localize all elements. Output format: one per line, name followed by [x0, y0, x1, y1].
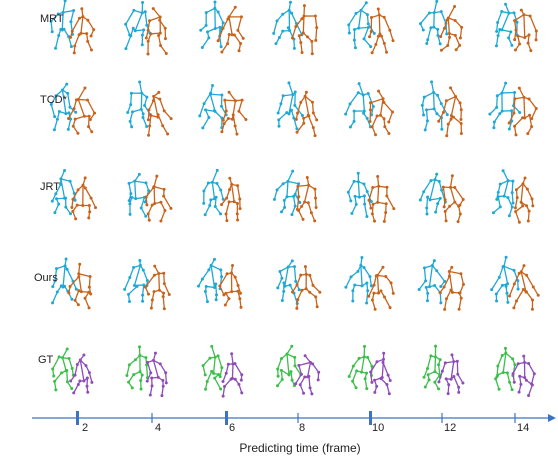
- tick-label-10: 10: [372, 422, 384, 434]
- skeleton-person-b-row1-col1: [146, 90, 173, 137]
- skeleton-person-b-row1-col6: [507, 86, 538, 137]
- skeleton-person-a-row3-col1: [123, 259, 149, 303]
- skeleton-person-a-row1-col1: [126, 80, 152, 129]
- skeleton-grid: [49, 0, 540, 398]
- skeleton-person-a-row3-col4: [344, 256, 373, 305]
- skeleton-person-b-row4-col6: [511, 354, 536, 397]
- skeleton-person-b-row4-col2: [221, 352, 244, 398]
- skeleton-person-b-row3-col6: [508, 264, 540, 311]
- axis-title: Predicting time (frame): [239, 441, 360, 455]
- skeleton-person-b-row2-col3: [295, 175, 318, 223]
- skeleton-person-b-row2-col5: [441, 174, 465, 224]
- skeleton-person-b-row2-col6: [513, 176, 535, 224]
- skeleton-person-b-row4-col0: [69, 353, 94, 395]
- row-label-gt: GT: [38, 354, 54, 366]
- skeleton-person-a-row4-col4: [347, 344, 374, 391]
- skeleton-person-b-row4-col3: [294, 354, 321, 396]
- tick-mark-6: [225, 411, 228, 425]
- skeleton-person-a-row1-col6: [488, 81, 522, 131]
- tick-label-2: 2: [82, 422, 88, 434]
- skeleton-person-b-row3-col3: [291, 265, 322, 310]
- skeleton-person-a-row0-col5: [418, 0, 449, 46]
- skeleton-person-b-row3-col1: [143, 264, 171, 311]
- row-label-jrt: JRT: [40, 181, 60, 193]
- skeleton-person-b-row3-col2: [218, 263, 243, 309]
- skeleton-person-b-row0-col1: [144, 7, 168, 56]
- row-label-mrt: MRT: [40, 13, 64, 25]
- skeleton-person-a-row2-col2: [202, 168, 225, 217]
- skeleton-person-a-row0-col3: [272, 0, 304, 50]
- skeleton-person-a-row2-col4: [346, 171, 373, 218]
- skeleton-person-a-row0-col6: [494, 2, 519, 48]
- skeleton-person-a-row3-col5: [417, 259, 447, 305]
- skeleton-person-a-row1-col2: [198, 83, 228, 130]
- skeleton-person-b-row3-col4: [367, 265, 395, 311]
- tick-label-8: 8: [299, 422, 305, 434]
- skeleton-person-b-row2-col1: [144, 174, 173, 223]
- skeleton-person-b-row2-col2: [220, 176, 242, 223]
- skeleton-person-a-row4-col2: [201, 344, 224, 391]
- row-label-ours: Ours: [34, 272, 58, 284]
- skeleton-person-a-row4-col0: [51, 347, 75, 392]
- skeleton-person-a-row2-col1: [127, 172, 151, 218]
- skeleton-person-b-row1-col3: [294, 90, 319, 138]
- time-axis-arrowhead: [548, 414, 556, 422]
- skeleton-person-b-row1-col2: [220, 90, 248, 136]
- skeleton-person-b-row1-col4: [368, 89, 395, 137]
- skeleton-person-b-row2-col4: [367, 174, 396, 223]
- skeleton-person-b-row1-col5: [437, 86, 463, 138]
- skeleton-person-a-row2-col0: [50, 169, 77, 216]
- tick-mark-10: [369, 411, 372, 425]
- skeleton-person-a-row3-col3: [276, 259, 301, 305]
- skeleton-person-b-row0-col2: [216, 5, 245, 54]
- skeleton-person-a-row0-col2: [199, 0, 225, 49]
- skeleton-person-b-row0-col4: [368, 7, 395, 55]
- row-label-tcd: TCD*: [40, 94, 68, 106]
- skeleton-person-a-row3-col2: [197, 257, 224, 304]
- skeleton-person-b-row0-col3: [290, 4, 319, 56]
- skeleton-person-a-row0-col0: [49, 0, 76, 50]
- skeleton-person-b-row1-col0: [67, 86, 97, 135]
- row-labels: MRT TCD* JRT Ours GT: [34, 13, 68, 366]
- skeleton-person-b-row3-col5: [438, 265, 465, 311]
- skeleton-person-a-row4-col6: [494, 346, 517, 392]
- skeleton-person-a-row4-col5: [422, 344, 442, 391]
- skeleton-person-b-row4-col4: [369, 351, 392, 396]
- skeleton-person-a-row2-col6: [491, 169, 515, 218]
- skeleton-person-a-row0-col1: [124, 0, 152, 51]
- skeleton-person-a-row2-col5: [418, 172, 447, 216]
- skeleton-person-a-row3-col6: [490, 255, 520, 304]
- skeleton-person-a-row4-col1: [125, 345, 149, 391]
- tick-mark-2: [76, 411, 79, 425]
- skeleton-person-a-row1-col0: [49, 82, 78, 132]
- skeleton-person-a-row1-col3: [276, 81, 304, 131]
- skeleton-person-b-row3-col0: [67, 262, 93, 310]
- skeleton-person-b-row4-col1: [145, 351, 168, 398]
- tick-label-14: 14: [517, 422, 529, 434]
- skeleton-person-a-row1-col4: [344, 82, 375, 129]
- tick-label-6: 6: [229, 422, 235, 434]
- time-axis: 2 4 6 8 10 12 14 Predicting time (frame): [32, 411, 556, 455]
- skeleton-person-b-row4-col5: [437, 353, 465, 396]
- skeleton-person-b-row2-col0: [70, 176, 98, 221]
- skeleton-person-b-row0-col6: [513, 8, 538, 53]
- skeleton-person-a-row4-col3: [275, 344, 303, 388]
- skeleton-person-b-row0-col0: [69, 7, 96, 55]
- tick-label-12: 12: [444, 422, 456, 434]
- tick-label-4: 4: [155, 422, 161, 434]
- skeleton-person-b-row0-col5: [439, 4, 464, 52]
